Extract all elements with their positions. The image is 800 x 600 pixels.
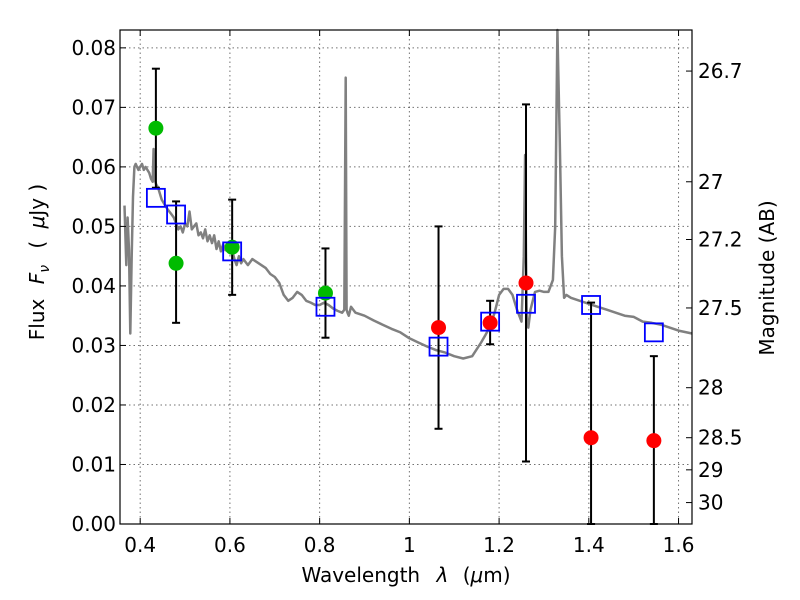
green-observed-point xyxy=(168,255,184,271)
axis-ticks xyxy=(120,30,692,525)
x-axis-label-mu: μ xyxy=(470,563,484,587)
y2-tick-label: 30 xyxy=(698,491,723,515)
model-point-square xyxy=(480,311,501,332)
x-tick-label: 1.4 xyxy=(573,533,605,557)
model-point-square xyxy=(222,241,243,262)
model-point-square xyxy=(315,296,336,317)
x-tick-label: 1.6 xyxy=(663,533,695,557)
model-point-square xyxy=(145,187,166,208)
model-point-square xyxy=(516,293,536,314)
y-tick-labels: 0.00 0.01 0.02 0.03 0.04 0.05 0.06 0.07 0.08 xyxy=(71,36,116,536)
x-tick-label: 0.6 xyxy=(214,533,246,557)
y-tick-label: 0.04 xyxy=(71,274,116,298)
model-point-square xyxy=(581,295,601,315)
y2-tick-label: 28.5 xyxy=(698,426,743,450)
x-axis-label-symbol: λ xyxy=(435,563,448,587)
y-tick-label: 0.03 xyxy=(71,333,116,357)
x-axis-label-open: ( xyxy=(463,563,471,587)
y-tick-label: 0.06 xyxy=(71,155,116,179)
x-axis-label-unit: m) xyxy=(483,563,510,587)
model-point-square xyxy=(428,336,449,357)
plot-frame xyxy=(119,29,693,525)
x-axis-label-main: Wavelength xyxy=(301,563,420,587)
y-axis-label-symbol: F xyxy=(25,272,49,284)
y-tick-label: 0.02 xyxy=(71,393,116,417)
x-tick-label: 1.2 xyxy=(483,533,515,557)
y-axis-label-sub: ν xyxy=(37,265,53,273)
y2-tick-label: 27.5 xyxy=(698,296,743,320)
y2-tick-label: 26.7 xyxy=(698,59,743,83)
x-tick-label: 0.8 xyxy=(304,533,336,557)
y-axis-label-open: ( xyxy=(25,241,49,249)
y-axis-label-unit: Jy ) xyxy=(25,184,49,218)
y2-tick-labels: 26.7 27 27.2 27.5 28 28.5 29 30 xyxy=(698,59,743,515)
y2-axis-label: Magnitude (AB) xyxy=(755,200,779,355)
y-axis-label: Flux Fν ( μJy ) xyxy=(25,184,54,340)
model-sed-curve xyxy=(123,28,693,360)
y-tick-label: 0.01 xyxy=(71,452,116,476)
red-observed-point xyxy=(482,315,498,331)
green-observed-point xyxy=(224,239,240,255)
x-tick-labels: 0.4 0.6 0.8 1 1.2 1.4 1.6 xyxy=(124,533,694,557)
red-observed-point xyxy=(431,320,447,336)
y-axis-label-mu: μ xyxy=(25,216,49,230)
y-tick-label: 0.05 xyxy=(71,214,116,238)
y-axis-label-main: Flux xyxy=(25,298,49,340)
x-tick-label: 1 xyxy=(403,533,416,557)
red-observed-point xyxy=(583,430,599,446)
y2-tick-label: 27.2 xyxy=(698,228,743,252)
y2-tick-label: 27 xyxy=(698,170,723,194)
x-axis-label: Wavelength λ (μm) xyxy=(301,563,510,587)
y2-tick-label: 29 xyxy=(698,458,723,482)
green-observed-point xyxy=(317,285,333,301)
x-tick-label: 0.4 xyxy=(124,533,156,557)
y-tick-label: 0.07 xyxy=(71,95,116,119)
model-point-square xyxy=(643,322,664,343)
model-point-square xyxy=(166,204,186,225)
y-tick-label: 0.00 xyxy=(71,512,116,536)
y-tick-label: 0.08 xyxy=(71,36,116,60)
red-observed-point xyxy=(646,433,662,449)
red-observed-point xyxy=(518,275,534,291)
model-sed-line xyxy=(123,28,693,360)
green-observed-point xyxy=(148,120,164,136)
data-markers xyxy=(145,120,664,449)
y2-tick-label: 28 xyxy=(698,376,723,400)
